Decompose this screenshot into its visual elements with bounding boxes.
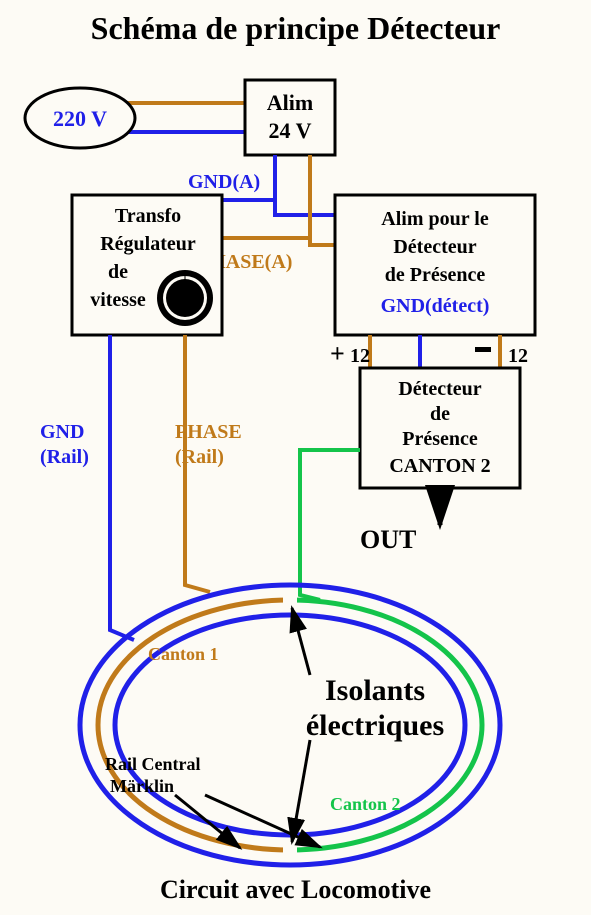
transfo-l4: vitesse [90, 289, 146, 311]
canton2-label: Canton 2 [330, 794, 401, 814]
phase-rail-l1: PHASE [175, 421, 242, 443]
out-label: OUT [360, 525, 416, 554]
iso-l2: électriques [306, 709, 444, 742]
gap-top [283, 592, 297, 608]
gnd-a-label: GND(A) [188, 171, 260, 193]
det-l4: CANTON 2 [389, 455, 490, 477]
source-label: 220 V [53, 106, 107, 131]
wire-canton2 [300, 450, 360, 600]
alimdet-l2: Détecteur [393, 236, 476, 258]
railc-arrow2 [205, 795, 320, 847]
transfo-l1: Transfo [115, 205, 181, 227]
iso-arrow-top [292, 608, 310, 675]
minus-sign [475, 347, 491, 352]
alim24-l2: 24 V [269, 118, 312, 143]
plus-sign: + [330, 339, 345, 368]
plus12-label: 12 [350, 345, 370, 367]
alimdet-l1: Alim pour le [381, 208, 489, 230]
alimdet-l3: de Présence [385, 264, 486, 286]
wire-gnd-rail [110, 335, 134, 640]
wire-gnd-a [275, 155, 335, 215]
gnd-rail-l2: (Rail) [40, 446, 89, 468]
iso-arrow-bot [292, 740, 310, 842]
det-l3: Présence [402, 428, 478, 450]
wire-phase-a [310, 155, 335, 245]
alimdet-l4: GND(détect) [381, 295, 490, 317]
iso-l1: Isolants [325, 674, 425, 707]
minus12-label: 12 [508, 345, 528, 367]
det-l2: de [430, 403, 450, 425]
diagram-svg: 220 V Alim 24 V GND(A) PHASE(A) Transfo … [0, 0, 591, 915]
railc-l2: Märklin [110, 776, 174, 796]
phase-rail-l2: (Rail) [175, 446, 224, 468]
railc-l1: Rail Central [105, 754, 200, 774]
canton1-label: Canton 1 [148, 644, 219, 664]
transfo-l3: de [108, 261, 128, 283]
alim24-l1: Alim [267, 90, 313, 115]
knob-inner [166, 279, 204, 317]
transfo-l2: Régulateur [100, 233, 196, 255]
gnd-rail-l1: GND [40, 421, 84, 443]
det-l1: Détecteur [398, 378, 481, 400]
gap-bot [283, 842, 297, 858]
